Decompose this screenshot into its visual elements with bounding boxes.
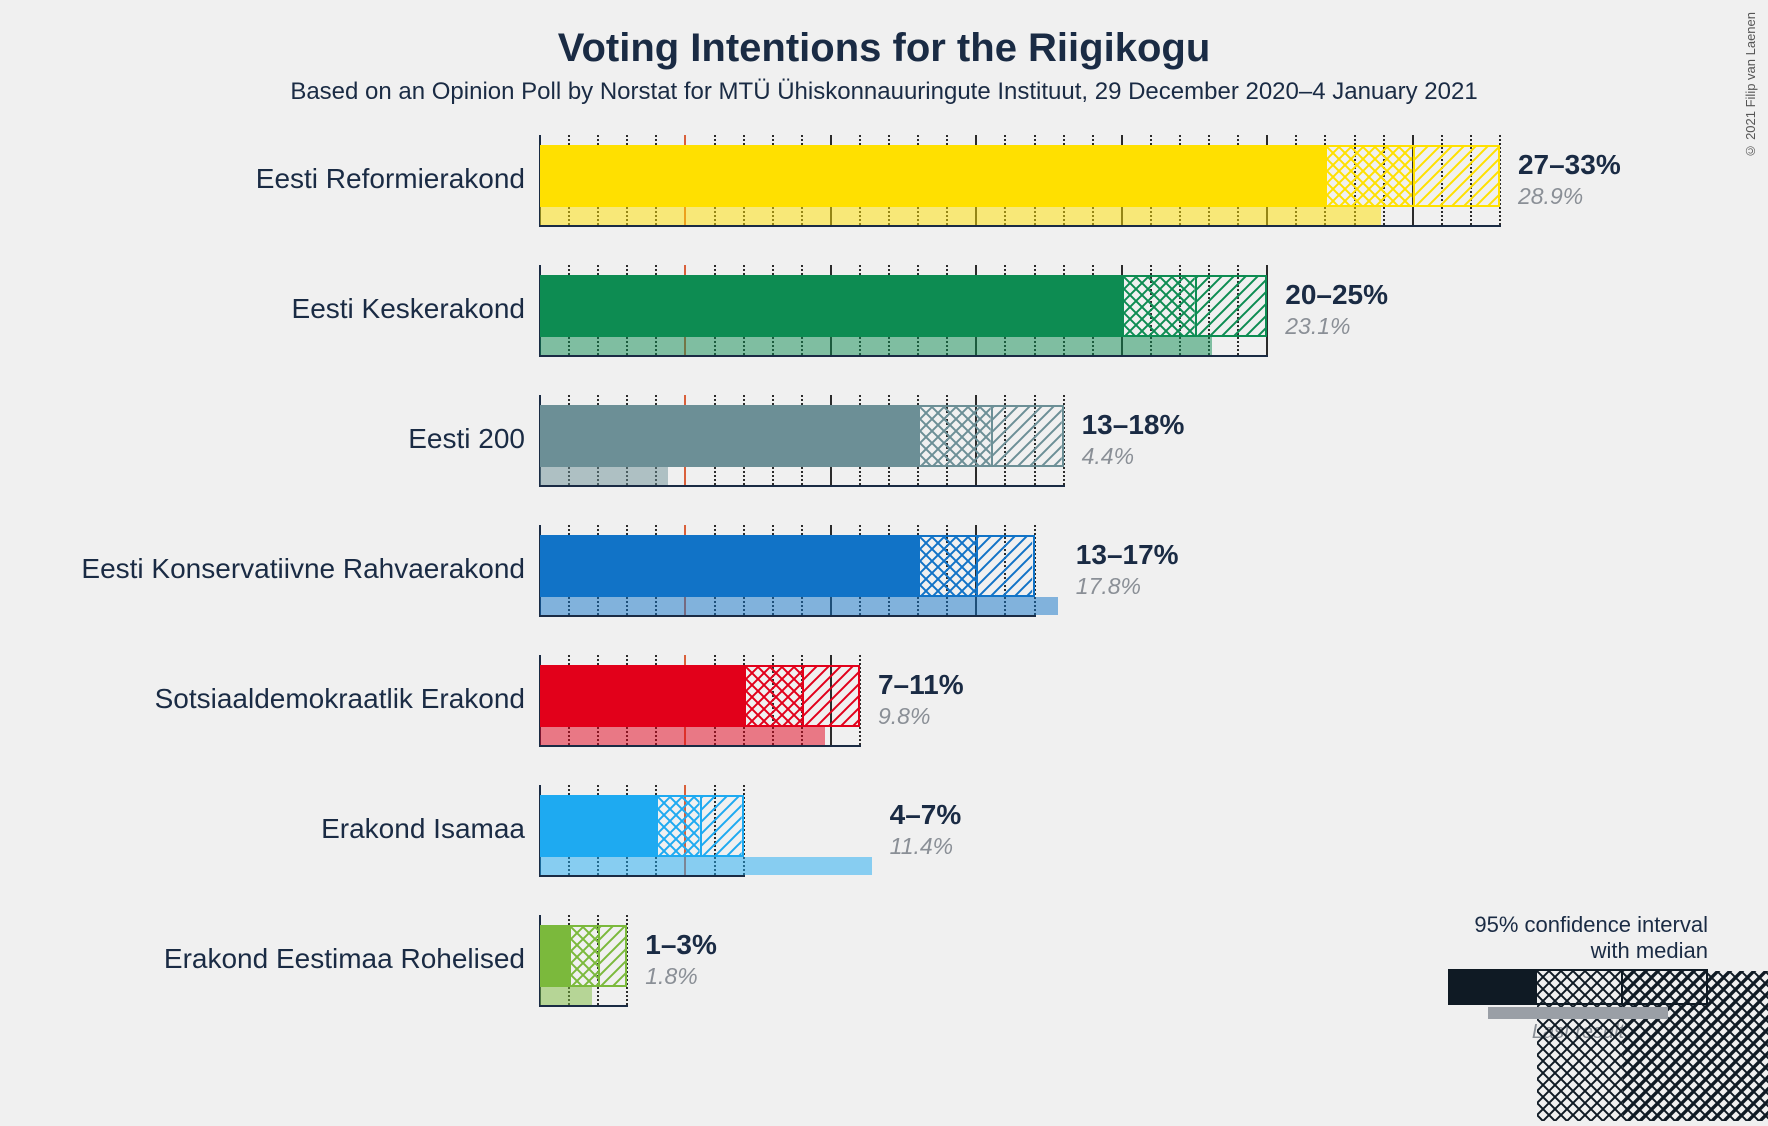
legend-line1: 95% confidence interval xyxy=(1474,912,1708,937)
bar-crosshatch xyxy=(918,535,976,597)
party-row: Erakond Isamaa 4–7%11.4% xyxy=(540,785,1500,915)
range-label: 20–25% xyxy=(1285,279,1388,311)
bar-diagonal xyxy=(991,405,1064,467)
bar-solid xyxy=(540,405,918,467)
bar-diagonal xyxy=(1413,145,1500,207)
previous-result-label: 9.8% xyxy=(878,703,930,730)
party-row: Eesti 200 13–18%4.4% xyxy=(540,395,1500,525)
previous-result-label: 28.9% xyxy=(1518,183,1583,210)
bar-crosshatch xyxy=(918,405,991,467)
previous-result-label: 4.4% xyxy=(1082,443,1134,470)
baseline xyxy=(539,615,1036,617)
legend-bar-crosshatch xyxy=(1535,969,1622,1005)
previous-result-label: 1.8% xyxy=(645,963,697,990)
bar-crosshatch xyxy=(1122,275,1195,337)
chart-legend: 95% confidence interval with median xyxy=(1448,912,1708,1044)
previous-result-label: 11.4% xyxy=(890,833,954,860)
legend-prev-bar xyxy=(1488,1007,1668,1019)
bar-solid xyxy=(540,145,1325,207)
bar-crosshatch xyxy=(1325,145,1412,207)
previous-result-bar xyxy=(540,467,668,485)
party-row: Eesti Keskerakond 20–25%23.1% xyxy=(540,265,1500,395)
baseline xyxy=(539,485,1065,487)
range-label: 4–7% xyxy=(890,799,962,831)
baseline xyxy=(539,355,1268,357)
legend-bar xyxy=(1448,969,1708,1005)
chart-canvas: Voting Intentions for the Riigikogu Base… xyxy=(0,0,1768,1114)
party-row: Erakond Eestimaa Rohelised 1–3 xyxy=(540,915,1500,1045)
chart-subtitle: Based on an Opinion Poll by Norstat for … xyxy=(0,78,1768,106)
bar-diagonal xyxy=(598,925,627,987)
legend-line2: with median xyxy=(1591,938,1708,963)
baseline xyxy=(539,875,745,877)
party-row: Eesti Konservatiivne Rahvaerakond xyxy=(540,525,1500,655)
chart-plot-area: Eesti Reformierakond 27–33%28. xyxy=(540,135,1500,1045)
bar-diagonal xyxy=(976,535,1034,597)
legend-bar-diagonal xyxy=(1621,969,1708,1005)
bar-crosshatch xyxy=(569,925,598,987)
party-label: Eesti 200 xyxy=(408,423,525,455)
range-label: 1–3% xyxy=(645,929,717,961)
baseline xyxy=(539,745,861,747)
party-label: Eesti Keskerakond xyxy=(292,293,525,325)
baseline xyxy=(539,225,1501,227)
chart-title: Voting Intentions for the Riigikogu xyxy=(0,26,1768,71)
bar-crosshatch xyxy=(656,795,700,857)
bar-solid xyxy=(540,275,1122,337)
bar-diagonal xyxy=(700,795,744,857)
party-label: Erakond Isamaa xyxy=(321,813,525,845)
bar-diagonal xyxy=(802,665,860,727)
range-label: 13–17% xyxy=(1076,539,1179,571)
bar-solid xyxy=(540,795,656,857)
previous-result-bar xyxy=(540,857,872,875)
party-row: Sotsiaaldemokraatlik Erakond 7 xyxy=(540,655,1500,785)
previous-result-bar xyxy=(540,207,1381,225)
party-label: Erakond Eestimaa Rohelised xyxy=(164,943,525,975)
bar-diagonal xyxy=(1195,275,1268,337)
bar-solid xyxy=(540,535,918,597)
range-label: 27–33% xyxy=(1518,149,1621,181)
previous-result-bar xyxy=(540,727,825,745)
range-label: 13–18% xyxy=(1082,409,1185,441)
legend-title: 95% confidence interval with median xyxy=(1448,912,1708,963)
previous-result-label: 17.8% xyxy=(1076,573,1141,600)
party-label: Eesti Konservatiivne Rahvaerakond xyxy=(81,553,525,585)
party-row: Eesti Reformierakond 27–33%28. xyxy=(540,135,1500,265)
previous-result-bar xyxy=(540,337,1212,355)
bar-solid xyxy=(540,925,569,987)
party-label: Sotsiaaldemokraatlik Erakond xyxy=(155,683,525,715)
party-label: Eesti Reformierakond xyxy=(256,163,525,195)
baseline xyxy=(539,1005,628,1007)
previous-result-label: 23.1% xyxy=(1285,313,1350,340)
legend-bar-solid xyxy=(1448,969,1535,1005)
bar-solid xyxy=(540,665,744,727)
range-label: 7–11% xyxy=(878,669,964,701)
bar-crosshatch xyxy=(744,665,802,727)
legend-prev-bar-wrap xyxy=(1448,1007,1708,1019)
previous-result-bar xyxy=(540,597,1058,615)
previous-result-bar xyxy=(540,987,592,1005)
chart-credit: © 2021 Filip van Laenen xyxy=(1743,12,1758,159)
